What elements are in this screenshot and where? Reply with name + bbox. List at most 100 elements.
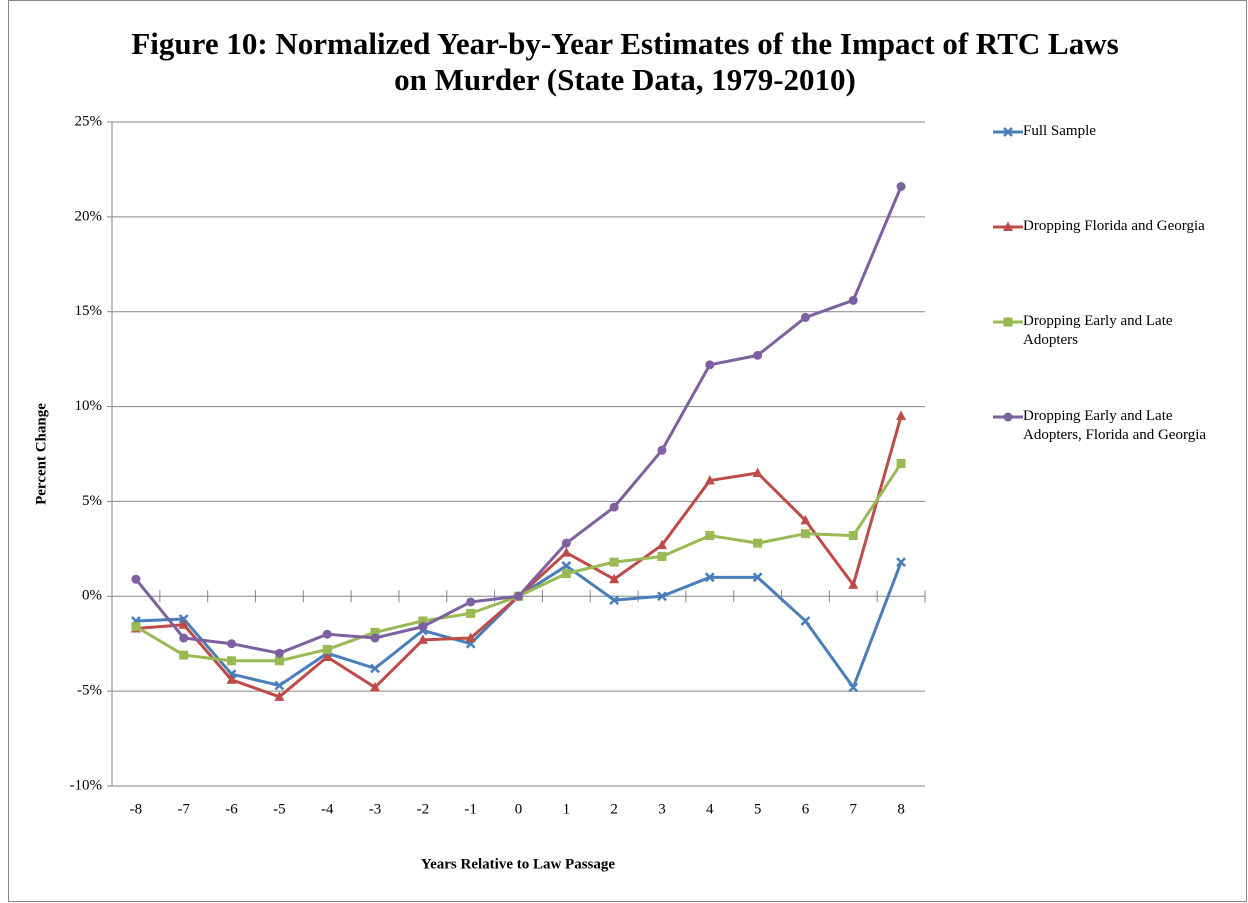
legend-swatch — [993, 221, 1023, 231]
marker — [417, 634, 428, 644]
y-tick-label: 25% — [75, 113, 103, 129]
marker — [179, 650, 189, 660]
marker — [418, 616, 428, 626]
marker — [704, 475, 715, 485]
marker — [131, 622, 141, 632]
marker — [370, 681, 381, 692]
x-tick-label: -8 — [130, 801, 143, 817]
marker — [514, 591, 523, 601]
marker — [274, 680, 285, 691]
series-line — [135, 415, 903, 699]
marker — [179, 633, 189, 643]
x-tick-label: 3 — [658, 801, 666, 817]
x-tick-label: 2 — [610, 801, 618, 817]
legend-label: Dropping Florida and Georgia — [1023, 218, 1205, 234]
x-tick-label: -2 — [417, 801, 430, 817]
marker — [609, 573, 620, 584]
legend-entry: Full Sample — [993, 122, 1238, 217]
legend: Full Sample Dropping Florida and Georgia D… — [993, 122, 1238, 502]
marker — [848, 531, 858, 541]
legend-swatch — [993, 317, 1023, 327]
legend-swatch — [993, 127, 1023, 137]
marker — [656, 539, 667, 550]
marker — [370, 663, 380, 674]
marker — [800, 616, 811, 626]
marker — [561, 547, 572, 557]
marker — [178, 614, 189, 624]
y-tick-label: 20% — [75, 208, 103, 224]
x-axis-label: Years Relative to Law Passage — [421, 856, 615, 872]
marker — [705, 531, 715, 541]
marker — [848, 579, 859, 589]
marker — [561, 538, 571, 548]
x-tick-label: 1 — [563, 801, 571, 817]
marker — [322, 629, 332, 639]
legend-entry: Dropping Early and Late Adopters, Florid… — [993, 407, 1238, 502]
x-tick-label: -5 — [273, 801, 286, 817]
x-tick-label: -1 — [464, 801, 477, 817]
y-tick-label: -10% — [70, 777, 103, 793]
marker — [704, 572, 715, 583]
marker — [131, 574, 141, 584]
x-tick-label: -6 — [225, 801, 238, 817]
marker — [896, 458, 906, 468]
marker — [274, 691, 285, 701]
x-tick-label: 5 — [754, 801, 762, 817]
marker — [226, 674, 237, 684]
marker — [274, 648, 284, 658]
chart-border — [8, 0, 1247, 902]
legend-entry: Dropping Florida and Georgia — [993, 217, 1238, 312]
marker — [657, 591, 667, 602]
series-line — [135, 462, 903, 663]
marker — [896, 410, 907, 421]
marker — [1003, 127, 1013, 137]
marker — [274, 656, 284, 666]
x-tick-label: 6 — [802, 801, 810, 817]
x-tick-label: 4 — [706, 801, 714, 817]
marker — [561, 569, 571, 579]
x-tick-label: -4 — [321, 801, 334, 817]
marker — [753, 350, 763, 360]
marker — [896, 182, 906, 192]
legend-label: Dropping Early and Late Adopters — [1023, 313, 1173, 348]
marker — [705, 360, 715, 370]
chart-title: Figure 10: Normalized Year-by-Year Estim… — [131, 26, 1119, 97]
marker — [800, 529, 810, 539]
series-line — [135, 561, 903, 689]
marker — [466, 597, 476, 607]
x-tick-label: 7 — [850, 801, 858, 817]
marker — [896, 557, 906, 568]
marker — [1003, 412, 1013, 422]
legend-label: Full Sample — [1023, 123, 1096, 139]
marker — [1003, 221, 1013, 231]
y-tick-label: -5% — [77, 683, 102, 699]
marker — [370, 627, 380, 637]
marker — [609, 557, 619, 567]
x-tick-label: 8 — [897, 801, 905, 817]
marker — [465, 632, 476, 643]
marker — [752, 572, 763, 583]
marker — [609, 595, 620, 605]
marker — [418, 622, 428, 632]
marker — [848, 682, 859, 693]
marker — [561, 561, 572, 571]
marker — [800, 312, 810, 322]
x-tick-label: -3 — [369, 801, 382, 817]
marker — [322, 651, 333, 661]
x-tick-label: -7 — [177, 801, 190, 817]
marker — [227, 656, 237, 666]
marker — [466, 608, 476, 618]
marker — [178, 619, 189, 629]
marker — [800, 514, 811, 525]
marker — [657, 445, 667, 455]
x-tick-label: 0 — [515, 801, 523, 817]
y-tick-label: 15% — [75, 303, 103, 319]
legend-swatch — [993, 412, 1023, 422]
marker — [322, 644, 332, 654]
marker — [753, 538, 763, 548]
y-tick-label: 0% — [82, 588, 102, 604]
marker — [370, 633, 380, 643]
y-tick-label: 10% — [75, 398, 103, 414]
